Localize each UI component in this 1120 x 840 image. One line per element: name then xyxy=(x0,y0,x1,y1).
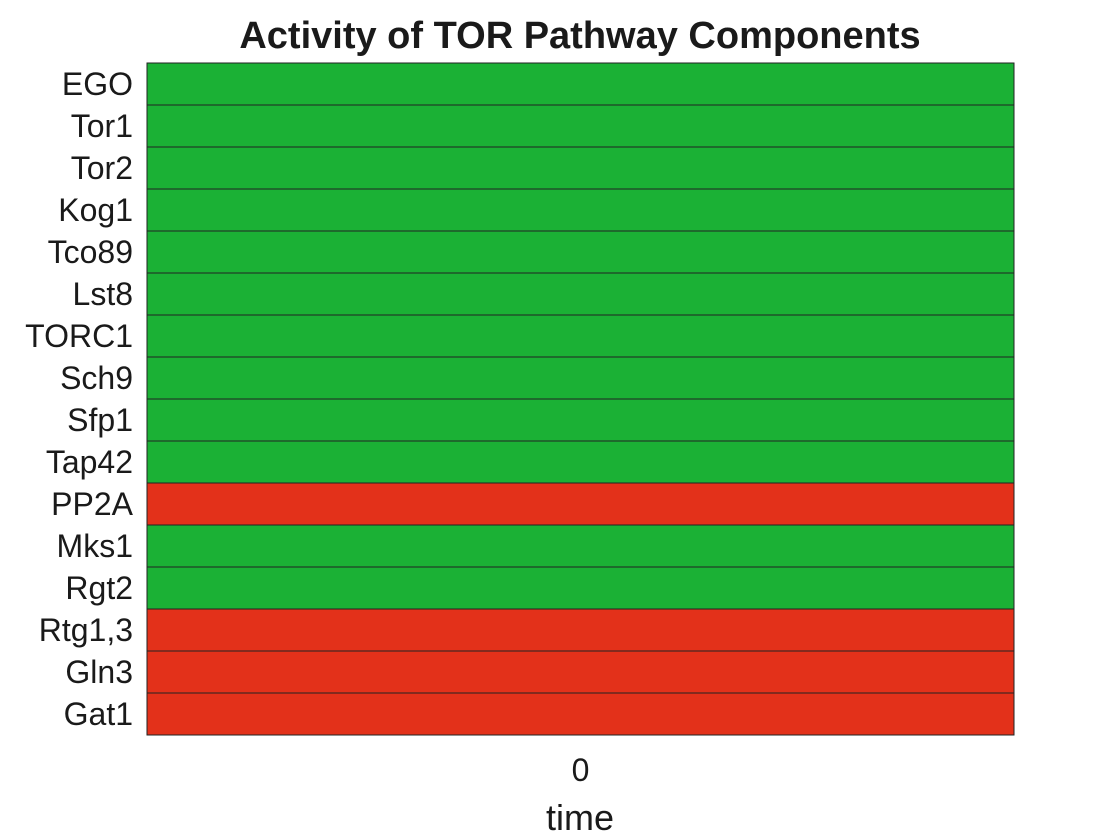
x-tick-label: 0 xyxy=(572,752,590,788)
row-label-pp2a: PP2A xyxy=(51,486,133,522)
row-label-sch9: Sch9 xyxy=(60,360,133,396)
heatmap-cell-torc1 xyxy=(146,314,1015,358)
heatmap-cell-rtg1-3 xyxy=(146,608,1015,652)
heatmap-cell-pp2a xyxy=(146,482,1015,526)
heatmap-cell-rgt2 xyxy=(146,566,1015,610)
row-label-tco89: Tco89 xyxy=(48,234,133,270)
x-axis-label: time xyxy=(546,797,614,838)
heatmap-cell-gat1 xyxy=(146,692,1015,736)
row-label-tap42: Tap42 xyxy=(46,444,133,480)
heatmap-cell-mks1 xyxy=(146,524,1015,568)
row-label-rgt2: Rgt2 xyxy=(65,570,133,606)
heatmap-cell-sfp1 xyxy=(146,398,1015,442)
heatmap-cell-tor2 xyxy=(146,146,1015,190)
heatmap-cell-kog1 xyxy=(146,188,1015,232)
heatmap-cell-ego xyxy=(146,62,1015,106)
row-label-tor2: Tor2 xyxy=(71,150,133,186)
row-label-lst8: Lst8 xyxy=(73,276,133,312)
row-label-sfp1: Sfp1 xyxy=(67,402,133,438)
row-label-kog1: Kog1 xyxy=(58,192,133,228)
row-label-mks1: Mks1 xyxy=(57,528,133,564)
heatmap-cell-sch9 xyxy=(146,356,1015,400)
heatmap-rows: EGO Tor1 Tor2 Kog1 Tco89 Lst8 TORC1 Sch9 Sfp1 Tap… xyxy=(25,62,1015,736)
row-label-tor1: Tor1 xyxy=(71,108,133,144)
row-label-rtg1-3: Rtg1,3 xyxy=(39,612,133,648)
row-label-gat1: Gat1 xyxy=(64,696,133,732)
chart-title: Activity of TOR Pathway Components xyxy=(239,15,920,57)
heatmap-cell-tap42 xyxy=(146,440,1015,484)
heatmap-cell-tor1 xyxy=(146,104,1015,148)
heatmap-cell-lst8 xyxy=(146,272,1015,316)
row-label-gln3: Gln3 xyxy=(65,654,133,690)
heatmap-cell-gln3 xyxy=(146,650,1015,694)
row-label-torc1: TORC1 xyxy=(25,318,133,354)
row-label-ego: EGO xyxy=(62,66,133,102)
x-axis-ticks: 0 xyxy=(572,752,590,788)
heatmap-cell-tco89 xyxy=(146,230,1015,274)
